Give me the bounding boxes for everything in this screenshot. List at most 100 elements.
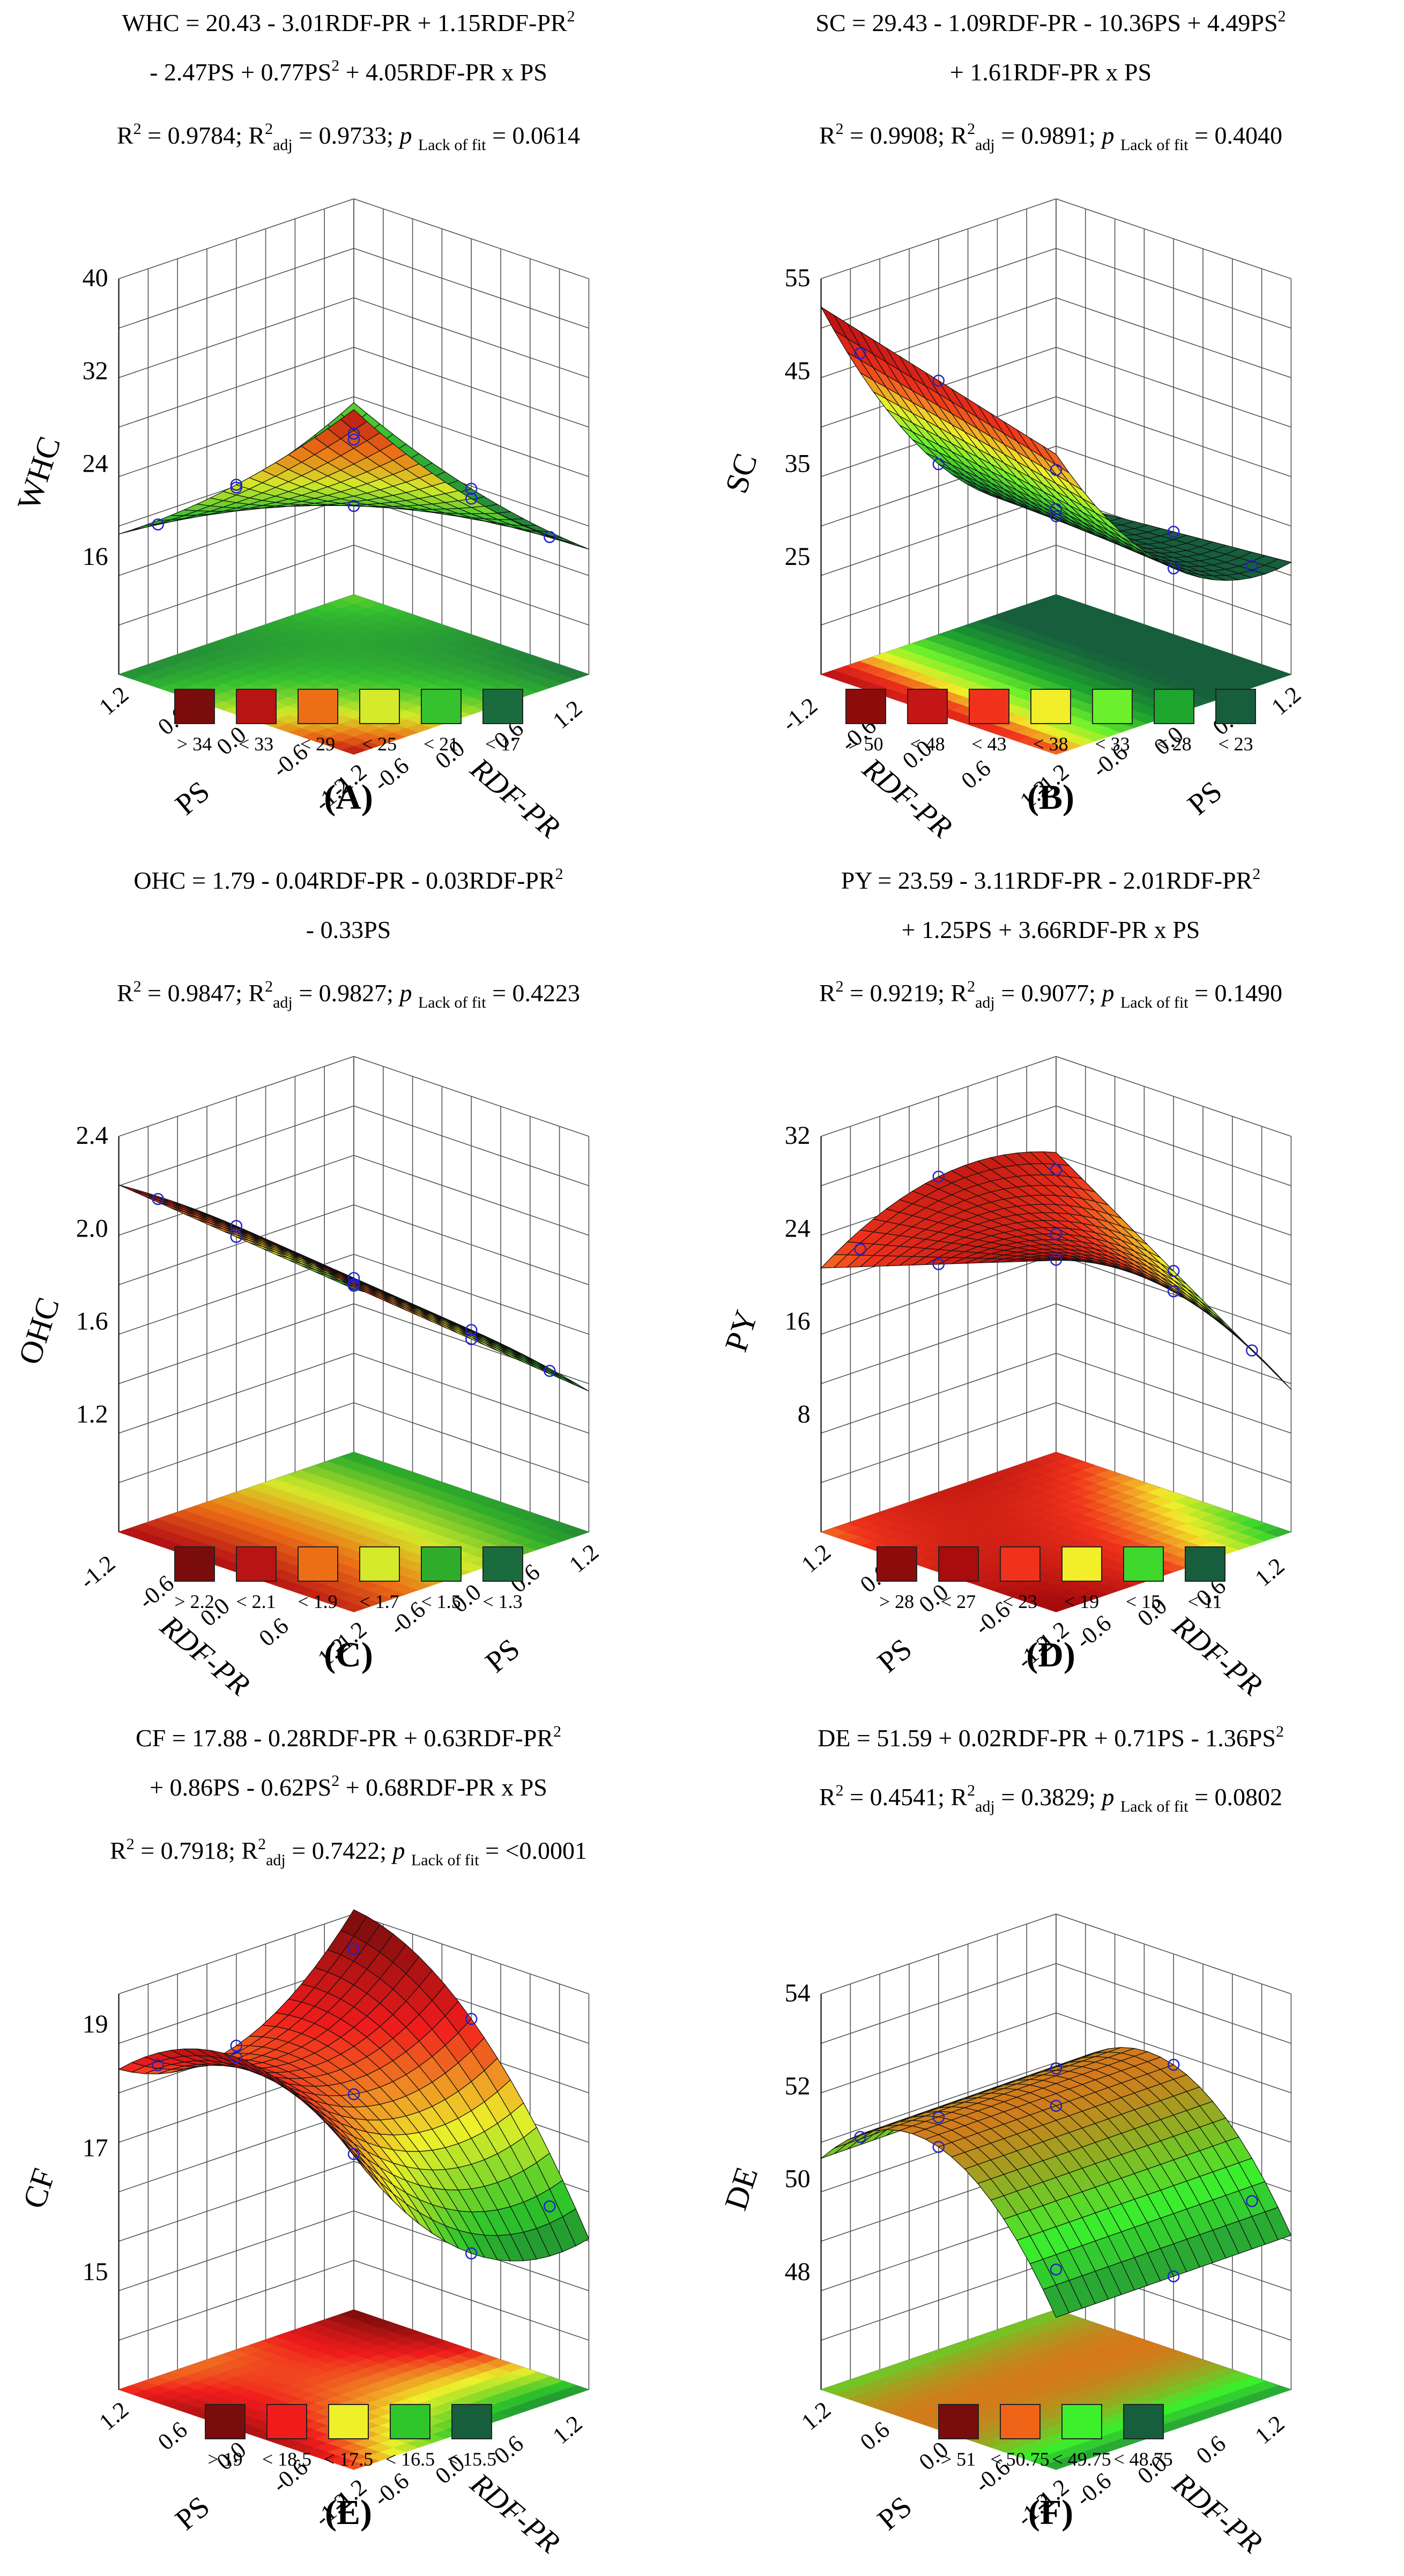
- legend-swatch: [328, 2404, 369, 2439]
- response-surface: [821, 307, 1292, 581]
- grid-line: [821, 1914, 1057, 1994]
- grid-line: [821, 1105, 1057, 1187]
- design-point: [854, 2131, 866, 2143]
- grid-line: [353, 2260, 589, 2341]
- z-tick-label: 52: [785, 2072, 811, 2100]
- legend-label: < 27: [940, 1591, 976, 1612]
- design-point: [347, 2088, 360, 2101]
- grid-line: [118, 1914, 354, 1994]
- grid-line: [118, 1303, 354, 1384]
- grid-line: [821, 1402, 1057, 1483]
- grid-line: [821, 1303, 1057, 1384]
- legend-swatch: [999, 1546, 1041, 1582]
- z-tick-label: 24: [83, 450, 108, 478]
- grid-line: [353, 1204, 589, 1285]
- legend-swatch: [205, 2404, 246, 2439]
- design-point: [347, 1279, 360, 1292]
- legend-swatch: [1092, 689, 1133, 724]
- grid-line: [1056, 2012, 1291, 2094]
- design-point: [347, 433, 360, 446]
- legend-label: > 2.2: [174, 1591, 214, 1612]
- legend-label: < 50.75: [990, 2448, 1050, 2470]
- fit-statistics: R2 = 0.9219; R2adj = 0.9077; p Lack of f…: [819, 978, 1283, 1011]
- legend-label: < 1.5: [421, 1591, 461, 1612]
- floor-contour: [118, 1451, 590, 1612]
- grid-line: [118, 297, 354, 378]
- design-point: [347, 2148, 360, 2160]
- equation-line-1: SC = 29.43 - 1.09RDF-PR - 10.36PS + 4.49…: [815, 8, 1286, 36]
- grid-line: [353, 1155, 589, 1236]
- equation-line-1: OHC = 1.79 - 0.04RDF-PR - 0.03RDF-PR2: [133, 865, 563, 894]
- legend-label: < 16.5: [385, 2448, 435, 2470]
- legend-swatch: [390, 2404, 430, 2439]
- panel-label: (F): [1028, 2493, 1074, 2532]
- design-point: [1050, 1254, 1063, 1266]
- z-axis-label: PY: [718, 1306, 764, 1356]
- grid-line: [821, 1254, 1057, 1335]
- grid-line: [821, 1056, 1057, 1137]
- grid-line: [353, 1254, 589, 1335]
- response-surface: [821, 2047, 1292, 2318]
- design-points: [152, 427, 556, 544]
- legend-label: < 28: [1156, 733, 1192, 755]
- legend-swatch: [1184, 1546, 1225, 1582]
- design-point: [544, 1365, 556, 1377]
- surface-cell: [340, 409, 368, 431]
- grid-line: [118, 2111, 354, 2192]
- legend-swatch: [1154, 689, 1194, 724]
- legend-label: < 15.5: [447, 2448, 497, 2470]
- design-point: [465, 482, 478, 495]
- panel-label: (E): [325, 2493, 372, 2532]
- z-tick-label: 45: [785, 356, 811, 385]
- legend-label: < 15: [1125, 1591, 1161, 1612]
- grid-line: [1056, 297, 1291, 378]
- z-tick-label: 16: [83, 542, 108, 571]
- grid-line: [118, 495, 354, 576]
- design-points: [152, 1193, 556, 1377]
- z-axis-label: CF: [16, 2164, 62, 2213]
- design-point: [932, 374, 945, 387]
- grid-line: [821, 2012, 1057, 2094]
- equation-line-2: - 2.47PS + 0.77PS2 + 4.05RDF-PR x PS: [150, 57, 547, 86]
- design-point: [544, 531, 556, 544]
- response-surface: [118, 402, 589, 550]
- design-points: [152, 1942, 556, 2260]
- contour-legend: > 19 < 18.5 < 17.5 < 16.5 < 15.5: [0, 2404, 697, 2470]
- legend-label: > 28: [879, 1591, 915, 1612]
- z-axis-label: DE: [718, 2163, 764, 2214]
- floor-contour: [820, 1451, 1292, 1612]
- grid-line: [821, 198, 1057, 279]
- design-point: [1246, 1344, 1258, 1357]
- back-wall-grid: [820, 198, 1292, 675]
- legend-label: < 1.3: [482, 1591, 523, 1612]
- panel-label: (C): [324, 1635, 373, 1674]
- design-point: [347, 427, 360, 440]
- z-axis-label: WHC: [11, 432, 68, 515]
- response-surface: [118, 1185, 589, 1392]
- grid-line: [821, 248, 1057, 329]
- design-point: [152, 2059, 164, 2072]
- surface-cell: [1043, 445, 1069, 473]
- fit-statistics: R2 = 0.7918; R2adj = 0.7422; p Lack of f…: [110, 1835, 587, 1869]
- grid-line: [353, 198, 589, 279]
- legend-swatch: [845, 689, 886, 724]
- z-tick-label: 40: [83, 264, 108, 292]
- design-point: [544, 2200, 556, 2213]
- legend-label: < 29: [300, 733, 336, 755]
- grid-line: [118, 2161, 354, 2242]
- legend-label: < 19: [1064, 1591, 1100, 1612]
- legend-label: < 48: [910, 733, 945, 755]
- grid-line: [353, 248, 589, 329]
- design-point: [230, 2039, 243, 2052]
- legend-label: < 2.1: [236, 1591, 276, 1612]
- z-tick-label: 2.0: [76, 1214, 108, 1242]
- floor-cell: [1264, 669, 1292, 680]
- grid-line: [1056, 248, 1291, 329]
- panel-a: WHC = 20.43 - 3.01RDF-PR + 1.15RDF-PR2 -…: [0, 0, 697, 847]
- contour-legend: > 28 < 27 < 23 < 19 < 15 < 11: [702, 1546, 1399, 1612]
- floor-cell: [340, 2309, 368, 2319]
- surface-cell: [1042, 2284, 1070, 2318]
